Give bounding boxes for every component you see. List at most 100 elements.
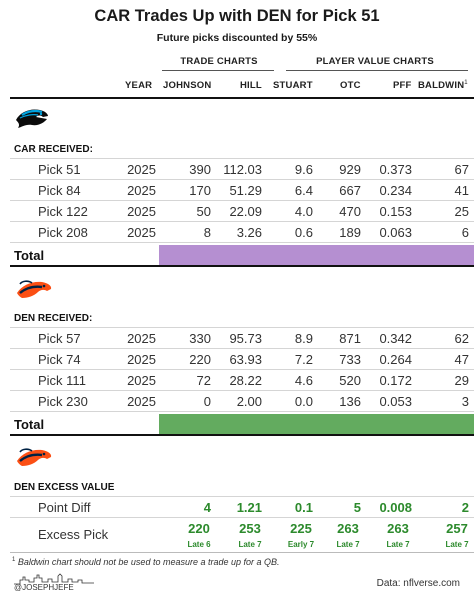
- row-divider: [10, 242, 474, 243]
- broncos-logo-excess: [14, 445, 54, 476]
- johnson-value: 170: [189, 183, 211, 198]
- panthers-logo: [14, 106, 50, 135]
- excess-pick-baldwin: 257: [446, 521, 468, 536]
- point-diff-hill: 1.21: [236, 500, 262, 515]
- year-value: 2025: [127, 225, 156, 240]
- row-divider: [10, 327, 474, 328]
- footnote-marker: 1: [464, 80, 468, 86]
- year-value: 2025: [127, 331, 156, 346]
- pick-label: Pick 111: [38, 373, 86, 388]
- year-value: 2025: [127, 352, 156, 367]
- group-header-player-value-charts: PLAYER VALUE CHARTS: [316, 56, 434, 67]
- baldwin-value: 25: [454, 204, 469, 219]
- point-diff-stuart: 0.1: [294, 500, 313, 515]
- otc-value: 871: [339, 331, 361, 346]
- pff-value: 0.264: [379, 352, 412, 367]
- baldwin-value: 47: [454, 352, 469, 367]
- hill-value: 95.73: [229, 331, 262, 346]
- johnson-value: 50: [196, 204, 211, 219]
- car-total-rule: [10, 265, 474, 267]
- total-label: Total: [14, 417, 45, 432]
- stuart-value: 6.4: [294, 183, 313, 198]
- pff-value: 0.234: [379, 183, 412, 198]
- johnson-value: 390: [189, 162, 211, 177]
- row-divider: [10, 390, 474, 391]
- hill-value: 22.09: [229, 204, 262, 219]
- hill-value: 3.26: [236, 225, 262, 240]
- stuart-value: 4.0: [294, 204, 313, 219]
- footnote: 1 Baldwin chart should not be used to me…: [12, 557, 280, 567]
- baldwin-value: 6: [461, 225, 469, 240]
- row-divider: [10, 411, 474, 412]
- otc-value: 520: [339, 373, 361, 388]
- otc-value: 667: [339, 183, 361, 198]
- row-divider: [10, 517, 474, 518]
- otc-value: 136: [339, 394, 361, 409]
- point-diff-otc: 5: [353, 500, 361, 515]
- hill-value: 63.93: [229, 352, 262, 367]
- col-header-hill: HILL: [240, 80, 262, 91]
- baldwin-value: 67: [454, 162, 469, 177]
- excess-pick-stuart: 225: [290, 521, 312, 536]
- group-header-trade-charts: TRADE CHARTS: [180, 56, 258, 67]
- hill-value: 112.03: [223, 162, 262, 177]
- baldwin-value: 3: [461, 394, 469, 409]
- pff-value: 0.063: [379, 225, 412, 240]
- header-rule: [10, 97, 474, 99]
- otc-value: 189: [339, 225, 361, 240]
- page-title: CAR Trades Up with DEN for Pick 51: [94, 7, 380, 25]
- excess-pick-label: Excess Pick: [38, 527, 109, 542]
- year-value: 2025: [127, 373, 156, 388]
- row-divider: [10, 496, 474, 497]
- year-value: 2025: [127, 183, 156, 198]
- excess-pick-hill: 253: [239, 521, 261, 536]
- pff-value: 0.373: [379, 162, 412, 177]
- excess-pick-johnson: 220: [188, 521, 210, 536]
- johnson-value: 330: [189, 331, 211, 346]
- pick-label: Pick 51: [38, 162, 81, 177]
- col-header-year: YEAR: [125, 80, 153, 91]
- pick-label: Pick 84: [38, 183, 81, 198]
- stuart-value: 9.6: [294, 162, 313, 177]
- group-underline-player-value-charts: [286, 70, 468, 71]
- pick-label: Pick 74: [38, 352, 81, 367]
- broncos-logo: [14, 277, 54, 308]
- page-subtitle: Future picks discounted by 55%: [156, 32, 318, 44]
- pick-label: Pick 208: [38, 225, 88, 240]
- excess-round-baldwin: Late 7: [445, 540, 469, 549]
- excess-pick-pff: 263: [387, 521, 409, 536]
- excess-round-hill: Late 7: [238, 540, 262, 549]
- pff-value: 0.053: [379, 394, 412, 409]
- baldwin-value: 62: [454, 331, 469, 346]
- den-total-rule: [10, 434, 474, 436]
- pick-label: Pick 57: [38, 331, 81, 346]
- johnson-value: 8: [203, 225, 211, 240]
- col-header-stuart: STUART: [273, 80, 313, 91]
- baldwin-value: 41: [454, 183, 469, 198]
- excess-round-johnson: Late 6: [187, 540, 211, 549]
- johnson-value: 220: [189, 352, 211, 367]
- car-received-label: CAR RECEIVED:: [14, 144, 93, 155]
- car-total-highlight: [159, 245, 474, 265]
- year-value: 2025: [127, 162, 156, 177]
- hill-value: 28.22: [229, 373, 262, 388]
- col-header-johnson: JOHNSON: [163, 80, 212, 91]
- credit-handle: @JOSEPHJEFE: [14, 583, 74, 592]
- excess-round-stuart: Early 7: [287, 540, 315, 549]
- skyline-icon: [14, 572, 94, 590]
- pff-value: 0.172: [379, 373, 412, 388]
- hill-value: 51.29: [229, 183, 262, 198]
- pick-label: Pick 122: [38, 204, 88, 219]
- excess-pick-otc: 263: [337, 521, 359, 536]
- col-header-pff: PFF: [393, 80, 412, 91]
- row-divider: [10, 179, 474, 180]
- excess-value-label: DEN EXCESS VALUE: [14, 482, 115, 493]
- stuart-value: 4.6: [294, 373, 313, 388]
- row-divider: [10, 200, 474, 201]
- johnson-value: 72: [196, 373, 211, 388]
- hill-value: 2.00: [236, 394, 262, 409]
- excess-round-otc: Late 7: [336, 540, 360, 549]
- data-source: Data: nflverse.com: [376, 578, 460, 589]
- stuart-value: 0.6: [294, 225, 313, 240]
- stuart-value: 7.2: [294, 352, 313, 367]
